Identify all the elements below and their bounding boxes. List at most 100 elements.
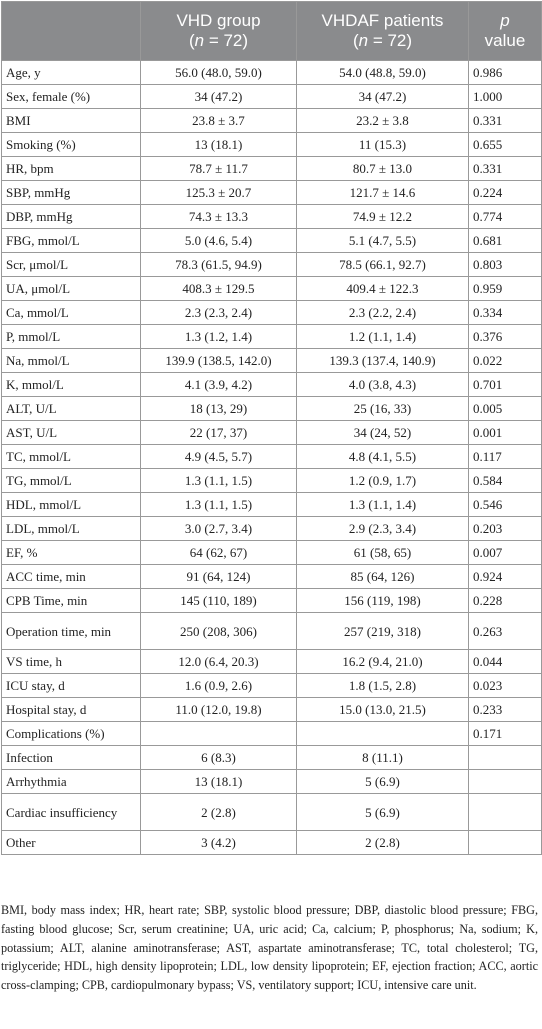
p-value-cell: 0.546	[468, 492, 542, 517]
vhdaf-value-cell	[296, 721, 469, 746]
table-row: Age, y 56.0 (48.0, 59.0) 54.0 (48.8, 59.0)…	[1, 60, 542, 85]
vhd-value-cell: 13 (18.1)	[140, 132, 297, 157]
vhdaf-value-cell: 1.2 (0.9, 1.7)	[296, 468, 469, 493]
vhd-value-cell: 11.0 (12.0, 19.8)	[140, 697, 297, 722]
vhd-value-cell: 34 (47.2)	[140, 84, 297, 109]
vhdaf-value-cell: 74.9 ± 12.2	[296, 204, 469, 229]
p-value-cell: 0.263	[468, 612, 542, 650]
row-label-cell: ACC time, min	[1, 564, 141, 589]
table-row: SBP, mmHg 125.3 ± 20.7 121.7 ± 14.6 0.224	[1, 180, 542, 205]
vhdaf-value-cell: 1.8 (1.5, 2.8)	[296, 673, 469, 698]
header-vhd-group: VHD group (n = 72)	[140, 1, 297, 61]
vhd-value-cell: 4.1 (3.9, 4.2)	[140, 372, 297, 397]
table-row: Ca, mmol/L 2.3 (2.3, 2.4) 2.3 (2.2, 2.4) 0.…	[1, 300, 542, 325]
row-label-cell: Cardiac insufficiency	[1, 793, 141, 831]
header-p-value: p value	[468, 1, 542, 61]
table-row: ICU stay, d 1.6 (0.9, 2.6) 1.8 (1.5, 2.8) 0…	[1, 673, 542, 698]
table-row: ACC time, min 91 (64, 124) 85 (64, 126) 0.9…	[1, 564, 542, 589]
vhd-value-cell: 1.3 (1.2, 1.4)	[140, 324, 297, 349]
header-vhd-n-symbol: n	[194, 31, 205, 50]
table-header: VHD group (n = 72) VHDAF patients (n = 7…	[1, 1, 542, 61]
p-value-cell: 0.701	[468, 372, 542, 397]
vhd-value-cell: 18 (13, 29)	[140, 396, 297, 421]
vhdaf-value-cell: 80.7 ± 13.0	[296, 156, 469, 181]
vhdaf-value-cell: 2 (2.8)	[296, 830, 469, 855]
vhdaf-value-cell: 8 (11.1)	[296, 745, 469, 770]
p-value-cell: 0.331	[468, 156, 542, 181]
vhd-value-cell: 408.3 ± 129.5	[140, 276, 297, 301]
table-row: VS time, h 12.0 (6.4, 20.3) 16.2 (9.4, 21.…	[1, 649, 542, 674]
row-label-cell: TG, mmol/L	[1, 468, 141, 493]
table-row: Cardiac insufficiency 2 (2.8) 5 (6.9)	[1, 793, 542, 831]
vhd-value-cell: 1.3 (1.1, 1.5)	[140, 492, 297, 517]
row-label-cell: Na, mmol/L	[1, 348, 141, 373]
table-row: K, mmol/L 4.1 (3.9, 4.2) 4.0 (3.8, 4.3) 0.7…	[1, 372, 542, 397]
p-value-cell: 0.044	[468, 649, 542, 674]
p-value-cell: 0.681	[468, 228, 542, 253]
p-value-cell: 0.655	[468, 132, 542, 157]
vhdaf-value-cell: 156 (119, 198)	[296, 588, 469, 613]
row-label-cell: HR, bpm	[1, 156, 141, 181]
vhdaf-value-cell: 61 (58, 65)	[296, 540, 469, 565]
vhd-value-cell: 2.3 (2.3, 2.4)	[140, 300, 297, 325]
vhdaf-value-cell: 2.9 (2.3, 3.4)	[296, 516, 469, 541]
vhd-value-cell: 56.0 (48.0, 59.0)	[140, 60, 297, 85]
vhd-value-cell: 4.9 (4.5, 5.7)	[140, 444, 297, 469]
vhd-value-cell: 250 (208, 306)	[140, 612, 297, 650]
vhd-value-cell: 12.0 (6.4, 20.3)	[140, 649, 297, 674]
table-row: DBP, mmHg 74.3 ± 13.3 74.9 ± 12.2 0.774	[1, 204, 542, 229]
vhdaf-value-cell: 54.0 (48.8, 59.0)	[296, 60, 469, 85]
vhdaf-value-cell: 1.3 (1.1, 1.4)	[296, 492, 469, 517]
row-label-cell: UA, μmol/L	[1, 276, 141, 301]
header-p-label: value	[484, 31, 526, 50]
vhdaf-value-cell: 85 (64, 126)	[296, 564, 469, 589]
p-value-cell: 0.233	[468, 697, 542, 722]
table-row: BMI 23.8 ± 3.7 23.2 ± 3.8 0.331	[1, 108, 542, 133]
vhdaf-value-cell: 2.3 (2.2, 2.4)	[296, 300, 469, 325]
vhdaf-value-cell: 257 (219, 318)	[296, 612, 469, 650]
vhdaf-value-cell: 15.0 (13.0, 21.5)	[296, 697, 469, 722]
p-value-cell	[468, 745, 542, 770]
p-value-cell: 0.228	[468, 588, 542, 613]
table-row: LDL, mmol/L 3.0 (2.7, 3.4) 2.9 (2.3, 3.4) 0…	[1, 516, 542, 541]
table-row: ALT, U/L 18 (13, 29) 25 (16, 33) 0.005	[1, 396, 542, 421]
vhdaf-value-cell: 5 (6.9)	[296, 793, 469, 831]
vhdaf-value-cell: 78.5 (66.1, 92.7)	[296, 252, 469, 277]
row-label-cell: TC, mmol/L	[1, 444, 141, 469]
row-label-cell: Operation time, min	[1, 612, 141, 650]
p-value-cell: 0.224	[468, 180, 542, 205]
table-row: Sex, female (%) 34 (47.2) 34 (47.2) 1.000	[1, 84, 542, 109]
vhd-value-cell: 145 (110, 189)	[140, 588, 297, 613]
table-row: HDL, mmol/L 1.3 (1.1, 1.5) 1.3 (1.1, 1.4) 0…	[1, 492, 542, 517]
header-vhdaf-n-value: = 72)	[368, 31, 413, 50]
vhdaf-value-cell: 34 (24, 52)	[296, 420, 469, 445]
p-value-cell	[468, 769, 542, 794]
row-label-cell: SBP, mmHg	[1, 180, 141, 205]
vhd-value-cell: 5.0 (4.6, 5.4)	[140, 228, 297, 253]
vhdaf-value-cell: 4.0 (3.8, 4.3)	[296, 372, 469, 397]
row-label-cell: HDL, mmol/L	[1, 492, 141, 517]
header-vhd-n-value: = 72)	[204, 31, 249, 50]
table-row: Na, mmol/L 139.9 (138.5, 142.0) 139.3 (137…	[1, 348, 542, 373]
vhdaf-value-cell: 5.1 (4.7, 5.5)	[296, 228, 469, 253]
row-label-cell: DBP, mmHg	[1, 204, 141, 229]
vhdaf-value-cell: 5 (6.9)	[296, 769, 469, 794]
row-label-cell: VS time, h	[1, 649, 141, 674]
vhd-value-cell: 22 (17, 37)	[140, 420, 297, 445]
row-label-cell: LDL, mmol/L	[1, 516, 141, 541]
row-label-cell: Hospital stay, d	[1, 697, 141, 722]
header-vhdaf-n-symbol: n	[358, 31, 369, 50]
header-p-symbol: p	[500, 11, 510, 30]
row-label-cell: K, mmol/L	[1, 372, 141, 397]
p-value-cell	[468, 830, 542, 855]
table-row: Scr, μmol/L 78.3 (61.5, 94.9) 78.5 (66.1, …	[1, 252, 542, 277]
vhdaf-value-cell: 23.2 ± 3.8	[296, 108, 469, 133]
row-label-cell: Smoking (%)	[1, 132, 141, 157]
row-label-cell: Arrhythmia	[1, 769, 141, 794]
characteristics-table: VHD group (n = 72) VHDAF patients (n = 7…	[1, 1, 542, 855]
row-label-cell: Sex, female (%)	[1, 84, 141, 109]
header-vhd-title: VHD group	[176, 11, 261, 30]
p-value-cell: 0.334	[468, 300, 542, 325]
row-label-cell: Complications (%)	[1, 721, 141, 746]
p-value-cell: 0.117	[468, 444, 542, 469]
